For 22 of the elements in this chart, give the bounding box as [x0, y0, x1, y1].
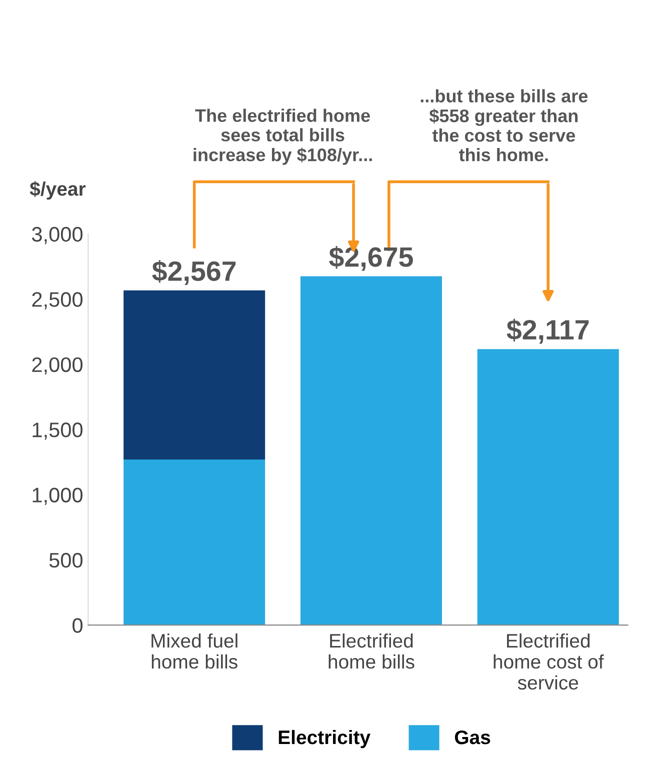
- y-tick-label: 2,000: [32, 357, 82, 375]
- bar: [124, 460, 266, 626]
- total-label: $2,675: [329, 246, 413, 271]
- bar: [300, 276, 442, 626]
- y-tick-label: 2,500: [32, 292, 82, 310]
- total-label: $2,567: [152, 260, 236, 286]
- x-tick-label: Electrified home bills: [328, 633, 414, 669]
- y-tick-label: 0: [72, 618, 82, 633]
- bar: [124, 290, 266, 460]
- y-tick-label: 3,000: [32, 226, 82, 244]
- text: ...but these bills are $558 greater than the cost to serve this home.: [420, 89, 588, 162]
- legend-label: Gas: [454, 730, 490, 744]
- y-tick-label: 1,000: [32, 488, 82, 505]
- x-tick-label: Mixed fuel home bills: [152, 633, 238, 669]
- legend-label: Electricity: [278, 730, 370, 748]
- x-tick-label: Electrified home cost of service: [494, 633, 604, 690]
- bar: [477, 349, 619, 626]
- y-tick-label: 1,500: [32, 422, 82, 440]
- y-axis-title: $/year: [30, 181, 86, 200]
- total-label: $2,117: [506, 318, 589, 344]
- y-tick-label: 500: [49, 552, 82, 568]
- text: The electrified home sees total bills increase by $108/yr...: [194, 108, 372, 165]
